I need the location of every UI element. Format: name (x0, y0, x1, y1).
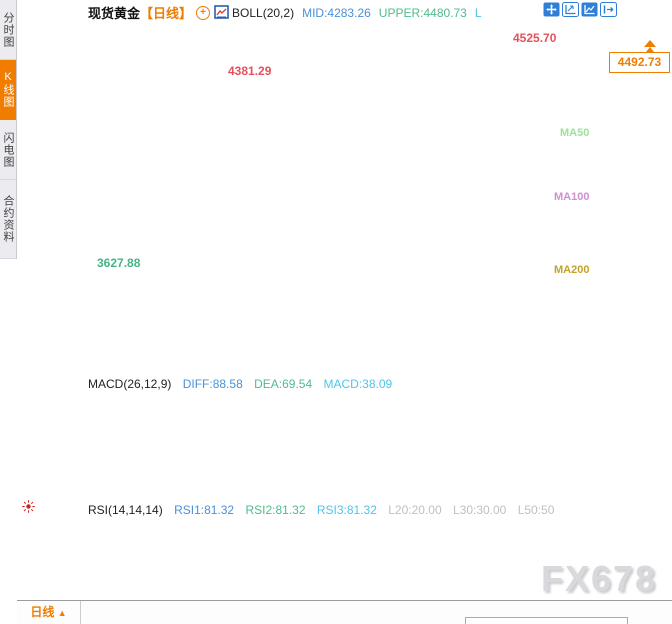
rsi-title[interactable]: RSI(14,14,14) (88, 503, 163, 517)
rsi-settings-icon[interactable] (21, 499, 36, 514)
rsi-header: RSI(14,14,14) RSI1:81.32 RSI2:81.32 RSI3… (88, 503, 610, 517)
ma50-label: MA50 (560, 127, 590, 139)
boll-lower-value: L (474, 5, 482, 20)
macd-diff-value: DIFF:88.58 (182, 377, 243, 391)
sidebar-tab-time-chart[interactable]: 分时图 (0, 0, 16, 60)
macd-header: MACD(26,12,9) DIFF:88.58 DEA:69.54 MACD:… (88, 377, 610, 391)
high-annotation: 4525.70 (513, 31, 557, 45)
period-arrow-icon: ▲ (57, 608, 67, 618)
last-price-box: 4492.73 (609, 52, 670, 73)
chart-header: 现货黄金【日线】 + BOLL(20,2) MID:4283.26 UPPER:4480… (88, 3, 482, 21)
period-selector[interactable]: 日线 ▲ (17, 601, 81, 624)
rsi-l20-value: L20:20.00 (388, 503, 442, 517)
period-tag: 【日线】 (140, 6, 193, 21)
sidebar-tab-contract-info[interactable]: 合约资料 (0, 180, 16, 259)
add-indicator-icon[interactable]: + (196, 5, 211, 20)
chart-type-sidebar: 分时图 K线图 闪电图 合约资料 (0, 0, 17, 624)
rsi-l50-value: L50:50 (517, 503, 555, 517)
zoom-area-icon[interactable] (562, 2, 579, 17)
boll-upper-value: UPPER:4480.73 (378, 5, 467, 20)
macd-title[interactable]: MACD(26,12,9) (88, 377, 172, 391)
rsi1-value: RSI1:81.32 (174, 503, 235, 517)
instrument-name: 现货黄金 (88, 6, 141, 21)
macd-dea-value: DEA:69.54 (254, 377, 313, 391)
peak-annotation: 4381.29 (228, 64, 272, 78)
chart-toolbar (543, 2, 617, 17)
bottom-popup-box (465, 617, 628, 624)
ma100-label: MA100 (554, 191, 590, 203)
sidebar-tabs: 分时图 K线图 闪电图 合约资料 (0, 0, 17, 259)
rsi3-value: RSI3:81.32 (316, 503, 377, 517)
watermark: FX678 (541, 558, 658, 599)
chart-pane-icon[interactable] (581, 2, 598, 17)
ma200-label: MA200 (554, 264, 590, 276)
indicator-label[interactable]: BOLL(20,2) (232, 5, 295, 20)
sidebar-tab-line-chart[interactable]: 闪电图 (0, 120, 16, 180)
mini-chart-icon[interactable] (214, 5, 229, 20)
price-up-arrow-icon (644, 40, 656, 52)
low-annotation: 3627.88 (97, 256, 141, 270)
macd-hist-value: MACD:38.09 (323, 377, 393, 391)
rsi2-value: RSI2:81.32 (245, 503, 306, 517)
sidebar-tab-candle-chart[interactable]: K线图 (0, 60, 16, 120)
boll-mid-value: MID:4283.26 (302, 5, 371, 20)
crosshair-move-icon[interactable] (543, 2, 560, 17)
time-axis-bar: 日线 ▲ (17, 600, 672, 624)
pan-right-icon[interactable] (600, 2, 617, 17)
rsi-l30-value: L30:30.00 (452, 503, 507, 517)
